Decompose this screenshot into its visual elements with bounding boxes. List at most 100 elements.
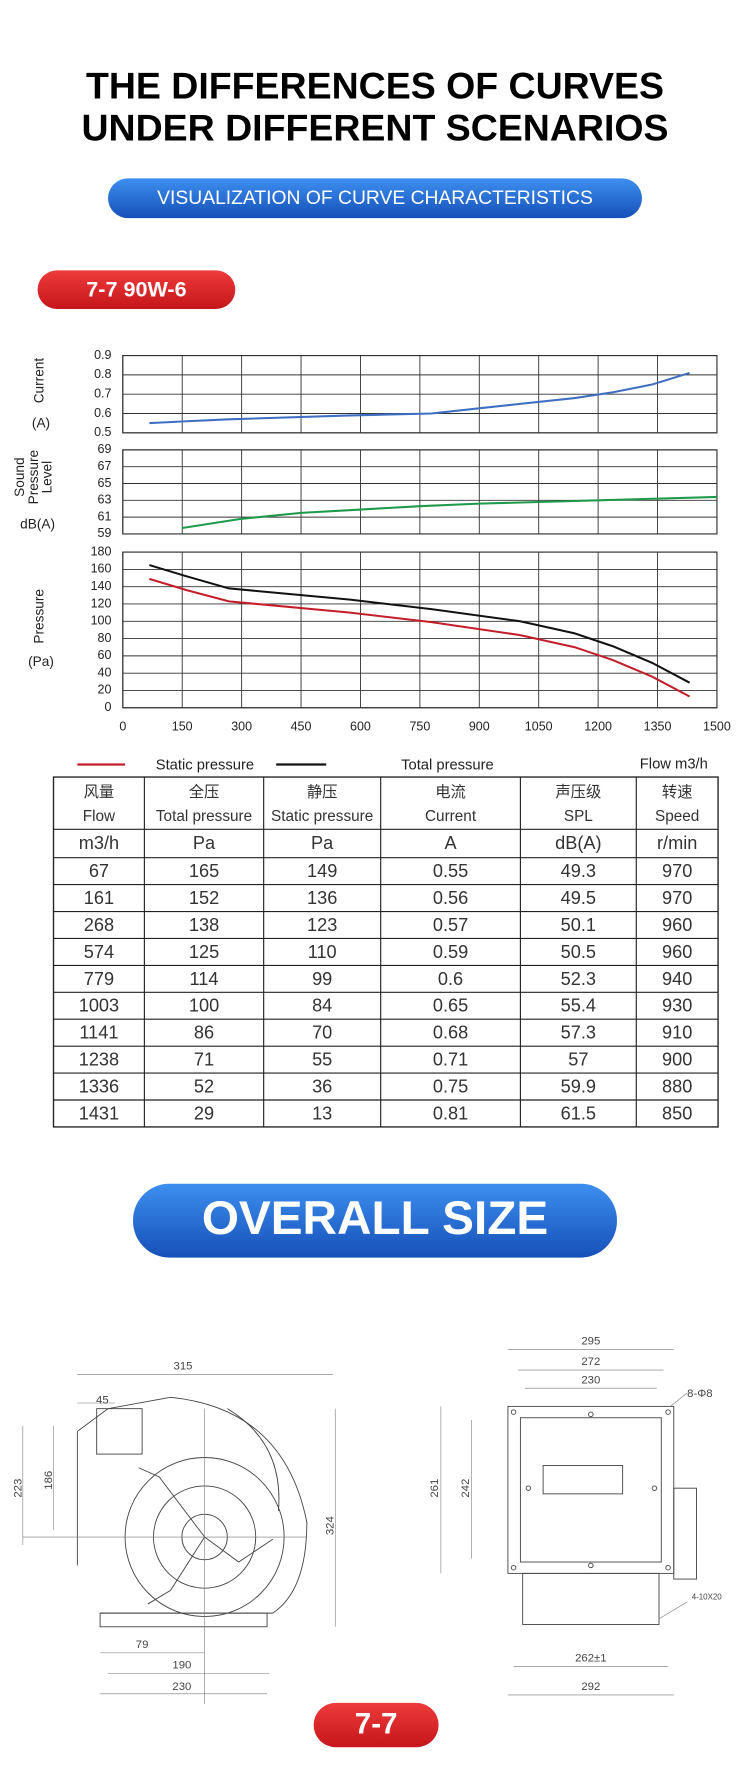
- dimension: 292: [581, 1681, 600, 1693]
- table-cell: 52.3: [561, 969, 596, 989]
- x-tick-label: 1050: [525, 719, 553, 733]
- dimension: 223: [12, 1479, 24, 1498]
- outlet: [96, 1408, 143, 1455]
- table-header: 电流: [435, 784, 466, 801]
- y-tick-label: 80: [98, 631, 112, 645]
- y-axis-label: Pressure: [26, 450, 41, 505]
- table-cell: 50.1: [561, 915, 596, 935]
- table-cell: 84: [312, 996, 332, 1016]
- subtitle: VISUALIZATION OF CURVE CHARACTERISTICS: [157, 188, 593, 209]
- housing-inner: [519, 1417, 662, 1563]
- table-cell: 70: [312, 1023, 332, 1043]
- model-pill: [313, 1702, 439, 1748]
- table-cell: 49.3: [561, 861, 596, 881]
- table: 风量 Flow 全压 Total pressure 静压 Static pressure 电…: [52, 776, 719, 1128]
- table-cell: 114: [190, 969, 219, 989]
- table-cell: 1003: [79, 996, 119, 1016]
- table-cell: 125: [189, 942, 219, 962]
- x-tick-label: 1350: [644, 719, 672, 733]
- x-tick-label: 0: [119, 719, 126, 733]
- table-cell: 0.68: [433, 1023, 468, 1043]
- table-cell: 29: [194, 1103, 214, 1123]
- subtitle-pill: [108, 178, 642, 219]
- table-header: 静压: [307, 784, 338, 801]
- series-line: [149, 371, 690, 425]
- dimension: 272: [581, 1356, 600, 1368]
- y-tick-label: 20: [98, 683, 112, 697]
- table-unit: dB(A): [555, 833, 601, 853]
- table-cell: 960: [662, 942, 692, 962]
- table-header: Static pressure: [271, 808, 373, 825]
- dimension: 295: [581, 1336, 600, 1348]
- chart: 0 20 40 60 80 100 120 140 160 180 0 150 300 450 600 750…: [28, 544, 731, 733]
- table-cell: 268: [84, 915, 114, 935]
- y-tick-label: 120: [91, 596, 112, 610]
- dimension: 262±1: [575, 1653, 607, 1665]
- table-header: 全压: [189, 783, 220, 801]
- table-cell: 165: [189, 861, 219, 881]
- dimension: 261: [429, 1479, 441, 1498]
- y-tick-label: 100: [91, 614, 112, 628]
- table-unit: r/min: [657, 833, 697, 853]
- table-cell: 55: [312, 1050, 332, 1070]
- table-cell: 55.4: [561, 996, 596, 1016]
- housing: [76, 1396, 308, 1614]
- dimension: 324: [325, 1516, 337, 1535]
- title-line: THE DIFFERENCES OF CURVES: [86, 65, 664, 107]
- size-title: OVERALL SIZE: [202, 1192, 548, 1245]
- table-header: Speed: [655, 808, 699, 825]
- table-cell: 900: [662, 1050, 692, 1070]
- y-tick-label: 140: [91, 579, 112, 593]
- table-cell: 970: [662, 888, 692, 908]
- model: 7-7 90W-6: [86, 277, 186, 302]
- table-cell: 100: [189, 996, 219, 1016]
- table-cell: 0.65: [433, 996, 468, 1016]
- x-tick-label: 750: [409, 719, 430, 733]
- table-cell: 57: [568, 1050, 588, 1070]
- table-cell: 99: [312, 969, 332, 989]
- table-cell: 1238: [79, 1050, 119, 1070]
- table-cell: 910: [662, 1023, 692, 1043]
- table-cell: 0.56: [433, 888, 468, 908]
- base: [522, 1572, 660, 1625]
- y-tick-label: 0.7: [94, 386, 111, 400]
- right-drawing: 295 272 230 8-Φ8 261 242 4-10X20 262±1 2…: [429, 1336, 722, 1696]
- y-tick-label: 0.8: [94, 367, 111, 381]
- table-cell: 36: [312, 1076, 332, 1096]
- table-cell: 1336: [79, 1076, 119, 1096]
- table-cell: 574: [84, 942, 114, 962]
- table-cell: 0.81: [433, 1103, 468, 1123]
- table-cell: 138: [189, 915, 219, 935]
- y-tick-label: 0.5: [94, 425, 111, 439]
- y-tick-label: 59: [98, 526, 112, 540]
- y-axis-unit: (A): [32, 415, 50, 430]
- table-cell: 850: [662, 1103, 692, 1123]
- y-tick-label: 67: [98, 459, 112, 473]
- model: 7-7: [355, 1707, 398, 1740]
- dimension: 8-Φ8: [687, 1388, 712, 1400]
- chart: 0.5 0.6 0.7 0.8 0.9 Current (A): [31, 348, 718, 439]
- y-tick-label: 180: [91, 544, 112, 558]
- dimension: 230: [172, 1681, 191, 1693]
- y-tick-label: 0.6: [94, 406, 111, 420]
- x-tick-label: 300: [231, 719, 252, 733]
- table-cell: 161: [84, 888, 114, 908]
- table-cell: 52: [194, 1076, 214, 1096]
- dimension: 186: [43, 1471, 55, 1490]
- table-cell: 960: [662, 915, 692, 935]
- table-header: 转速: [662, 784, 693, 801]
- legend-label: Static pressure: [156, 758, 254, 774]
- y-tick-label: 60: [98, 648, 112, 662]
- legend-label: Total pressure: [401, 758, 494, 774]
- table-cell: 0.57: [433, 915, 468, 935]
- table-unit: A: [444, 833, 457, 853]
- base: [99, 1612, 268, 1628]
- table-header: 声压级: [555, 783, 601, 801]
- table-cell: 123: [307, 915, 337, 935]
- brackets: [138, 1467, 274, 1605]
- table-cell: 59.9: [561, 1076, 596, 1096]
- table-cell: 779: [84, 969, 114, 989]
- x-tick-label: 1200: [584, 719, 612, 733]
